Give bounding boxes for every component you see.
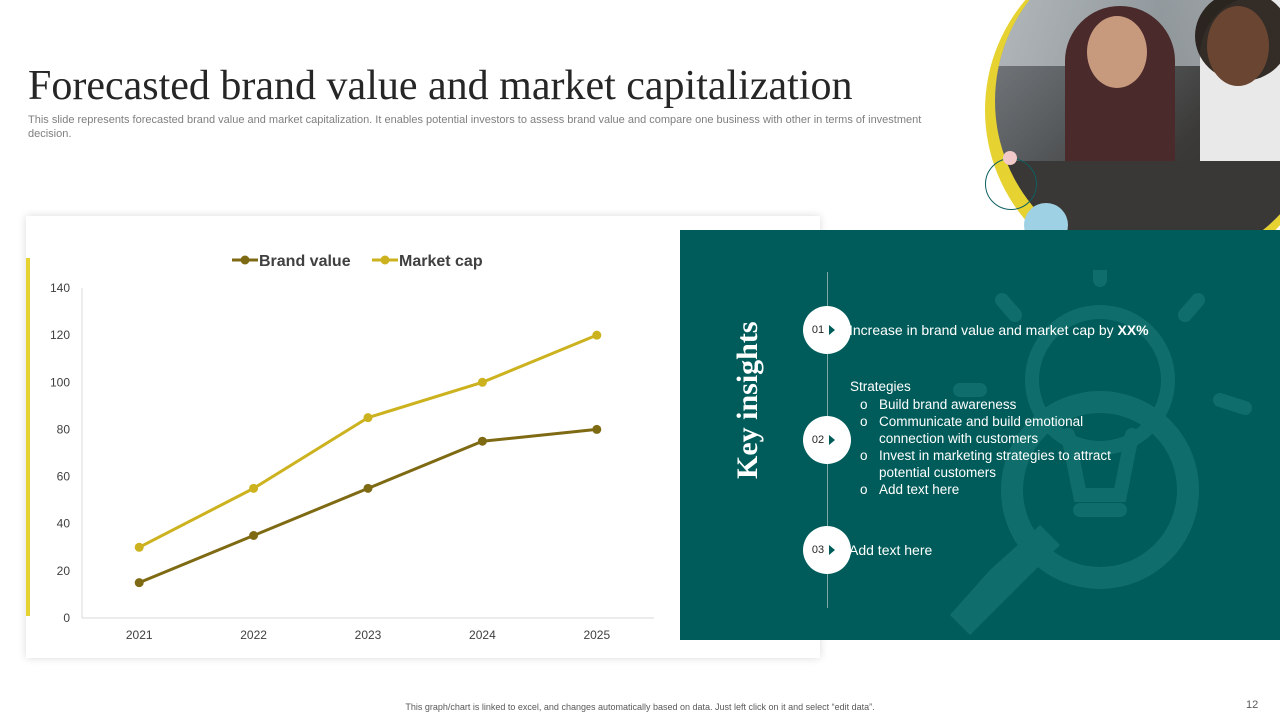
x-tick-label: 2021 [126,628,153,642]
chevron-right-icon [829,325,835,335]
legend-marker-market-cap [380,255,390,265]
legend-label-market-cap: Market cap [399,253,483,270]
decorative-dot-pink [1003,151,1017,165]
chart-card-accent [26,258,30,616]
decorative-circle-outline [985,158,1037,210]
chevron-right-icon [829,545,835,555]
page-title: Forecasted brand value and market capita… [28,63,853,109]
x-tick-label: 2025 [583,628,610,642]
badge-01-number: 01 [811,324,825,336]
data-point-market-cap [477,377,487,387]
data-point-brand-value [363,483,373,493]
series-line-market-cap [138,333,598,549]
insight-01-percent: XX% [1117,322,1149,338]
badge-03-number: 03 [811,544,825,556]
data-point-brand-value [477,436,487,446]
legend-marker-brand-value [240,255,250,265]
data-point-brand-value [134,578,144,588]
badge-01 [803,306,851,354]
footer-note: This graph/chart is linked to excel, and… [405,702,875,712]
insight-01: Increase in brand value and market cap b… [849,322,1149,338]
photo-face-left [1087,16,1147,88]
strategy-item: Add text here [850,481,1140,498]
data-point-brand-value [249,531,259,540]
y-tick-label: 0 [63,611,70,625]
x-tick-label: 2022 [240,628,267,642]
data-point-brand-value [592,424,602,434]
x-tick-label: 2023 [355,628,382,642]
y-tick-label: 60 [57,470,71,484]
page-subtitle: This slide represents forecasted brand v… [28,114,922,140]
series-line-brand-value [138,427,597,585]
photo-face-right [1207,6,1269,86]
badge-02 [803,416,851,464]
key-insights-heading: Key insights [731,321,764,479]
strategy-item: Build brand awareness [850,396,1140,413]
y-tick-label: 140 [50,281,70,295]
data-point-market-cap [363,413,373,423]
badge-03 [803,526,851,574]
insight-03: Add text here [849,542,933,558]
y-tick-label: 20 [57,564,71,578]
y-tick-label: 100 [50,375,70,389]
badge-02-number: 02 [811,434,825,446]
strategy-item: Communicate and build emotional connecti… [850,413,1140,447]
y-tick-label: 40 [57,517,71,531]
strategies-list: Build brand awareness Communicate and bu… [850,396,1140,498]
data-point-market-cap [592,330,602,340]
chevron-right-icon [829,435,835,445]
insight-01-text: Increase in brand value and market cap b… [849,322,1118,338]
data-point-market-cap [134,542,144,552]
strategies-label: Strategies [850,379,911,394]
y-tick-label: 120 [50,328,70,342]
insight-02-strategies: Strategies Build brand awareness Communi… [850,378,1140,498]
x-tick-label: 2024 [469,628,496,642]
page-number: 12 [1246,699,1259,711]
data-point-market-cap [249,483,259,493]
legend-label-brand-value: Brand value [259,253,351,270]
strategy-item: Invest in marketing strategies to attrac… [850,447,1140,481]
y-tick-label: 80 [57,422,71,436]
line-chart[interactable]: 0 20 40 60 80 100 120 140 2021 2022 2023 2024 2025 Br… [26,216,820,658]
